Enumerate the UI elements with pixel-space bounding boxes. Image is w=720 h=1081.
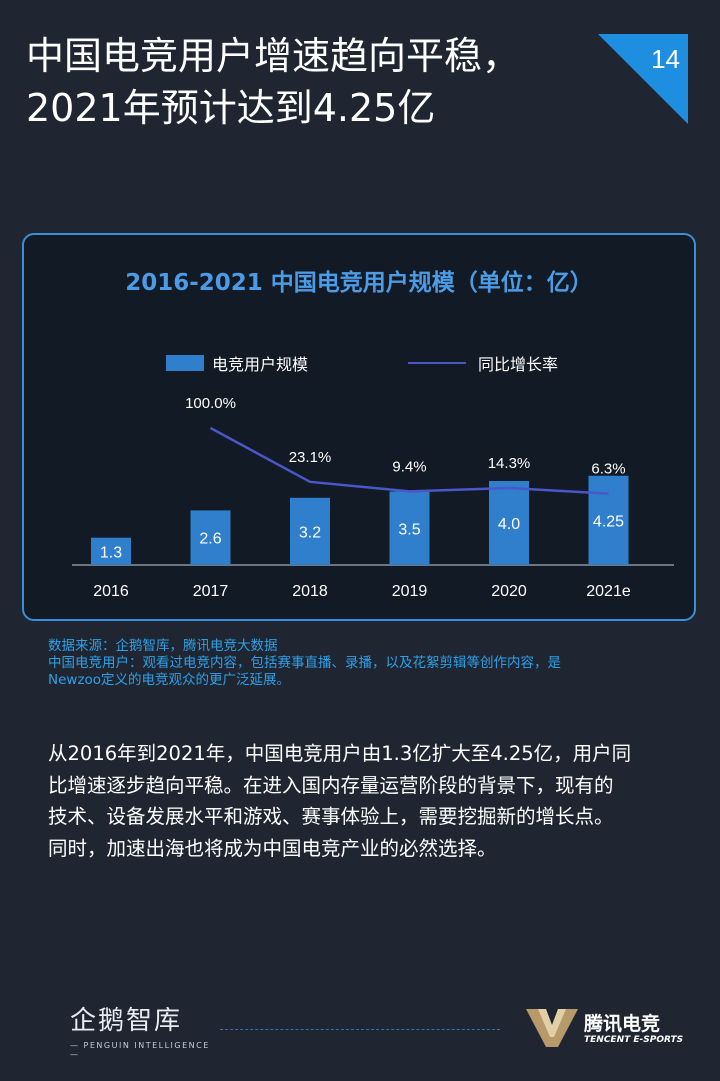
x-tick-label-2017: 2017 — [193, 583, 229, 600]
bar-2020 — [489, 481, 529, 565]
legend-bar-swatch-icon — [166, 355, 204, 371]
chart-title: 2016-2021 中国电竞用户规模（单位：亿） — [125, 270, 593, 296]
growth-label-2020: 14.3% — [488, 455, 531, 472]
bar-2016 — [91, 537, 131, 565]
tencent-brand-cn: 腾讯电竞 — [584, 1013, 661, 1035]
legend-item-bar: 电竞用户规模 — [166, 351, 308, 375]
footnote-line1: 数据来源：企鹅智库，腾讯电竞大数据 — [48, 638, 278, 654]
body-line3: 技术、设备发展水平和游戏、赛事体验上，需要挖掘新的增长点。 — [48, 805, 614, 828]
bar-2021e — [588, 475, 629, 565]
tencent-v-icon — [526, 1009, 578, 1047]
footnote-line3: Newzoo定义的电竞观众的更广泛延展。 — [48, 672, 291, 688]
source-footnote: 数据来源：企鹅智库，腾讯电竞大数据 中国电竞用户：观看过电竞内容，包括赛事直播、… — [48, 638, 688, 689]
penguin-brand-cn: 企鹅智库 — [70, 1006, 183, 1036]
chart-plot: 1.3 2016 2.6 2017 3.2 2018 3.5 2019 4.0 2020 4.25 2… — [72, 395, 674, 600]
footer-divider — [220, 1029, 500, 1030]
bar-value-label-2019: 3.5 — [398, 521, 420, 538]
tencent-brand-en: TENCENT E-SPORTS — [584, 1035, 684, 1045]
penguin-intelligence-logo: 企鹅智库 — PENGUIN INTELLIGENCE — — [70, 1000, 210, 1059]
growth-label-2021e: 6.3% — [591, 461, 625, 478]
x-tick-label-2018: 2018 — [292, 583, 328, 600]
body-line1: 从2016年到2021年，中国电竞用户由1.3亿扩大至4.25亿，用户同 — [48, 742, 632, 765]
x-tick-label-2020: 2020 — [491, 583, 527, 600]
body-line4: 同时，加速出海也将成为中国电竞产业的必然选择。 — [48, 836, 497, 860]
bar-value-label-2016: 1.3 — [100, 544, 122, 561]
bar-value-label-2018: 3.2 — [299, 524, 321, 541]
penguin-brand-en: — PENGUIN INTELLIGENCE — — [70, 1041, 210, 1059]
corner-tab-icon — [598, 34, 688, 124]
page-title: 中国电竞用户增速趋向平稳， 2021年预计达到4.25亿 — [26, 30, 606, 134]
bar-2018 — [290, 497, 330, 565]
legend-line-swatch-icon — [408, 362, 466, 364]
page-number-badge: 14 — [598, 34, 688, 124]
bar-value-label-2021e: 4.25 — [593, 513, 624, 530]
body-line2: 比增速逐步趋向平稳。在进入国内存量运营阶段的背景下，现有的 — [48, 773, 614, 797]
x-tick-label-2016: 2016 — [93, 583, 129, 600]
page-title-line2: 2021年预计达到4.25亿 — [26, 86, 436, 130]
page-title-line1: 中国电竞用户增速趋向平稳， — [26, 34, 521, 78]
tencent-esports-logo: 腾讯电竞 TENCENT E-SPORTS — [526, 1005, 696, 1049]
footnote-line2: 中国电竞用户：观看过电竞内容，包括赛事直播、录播，以及花絮剪辑等创作内容，是 — [48, 655, 561, 671]
growth-rate-line — [209, 426, 609, 495]
body-paragraph: 从2016年到2021年，中国电竞用户由1.3亿扩大至4.25亿，用户同 比增速… — [48, 738, 678, 864]
legend-item-line: 同比增长率 — [408, 351, 558, 375]
legend-line-label: 同比增长率 — [478, 355, 559, 374]
growth-label-2017: 100.0% — [185, 395, 236, 412]
growth-label-2019: 9.4% — [392, 458, 426, 475]
bar-2019 — [389, 491, 430, 565]
chart-card: 2016-2021 中国电竞用户规模（单位：亿） 电竞用户规模 同比增长率 1.… — [22, 233, 696, 621]
bar-value-label-2017: 2.6 — [199, 531, 221, 548]
legend-bar-label: 电竞用户规模 — [212, 355, 309, 374]
bar-value-label-2020: 4.0 — [498, 516, 520, 533]
x-tick-label-2021e: 2021e — [586, 583, 631, 600]
growth-label-2018: 23.1% — [289, 449, 332, 466]
x-tick-label-2019: 2019 — [392, 583, 428, 600]
page-number: 14 — [651, 44, 680, 74]
bar-2017 — [190, 510, 231, 565]
